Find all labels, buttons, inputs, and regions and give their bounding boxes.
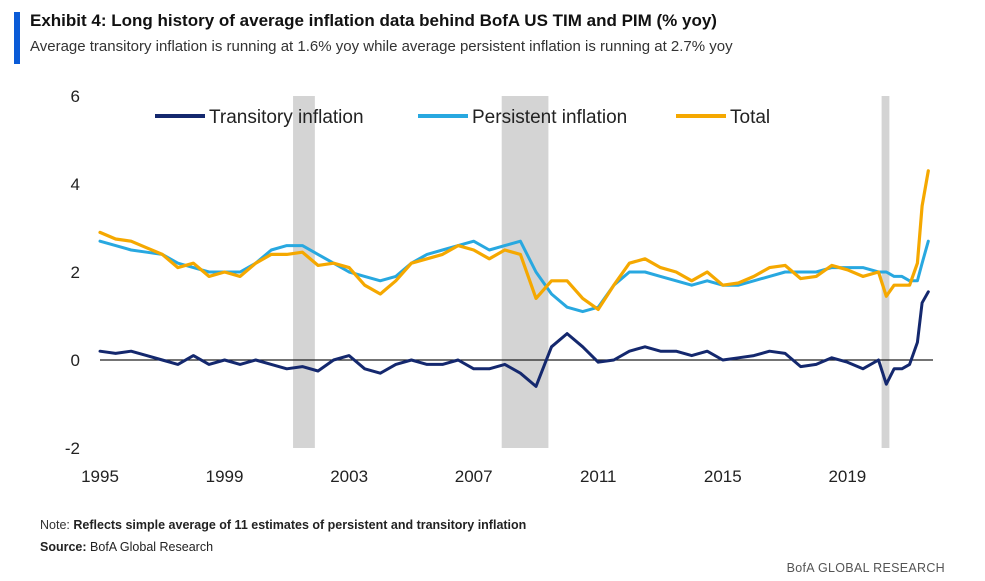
y-tick-label: -2 [65, 439, 80, 458]
y-tick-label: 6 [71, 87, 80, 106]
x-tick-label: 1995 [81, 467, 119, 486]
legend-label-2: Total [730, 107, 770, 128]
line-chart: 6 4 2 0 -2 1995 1999 2003 2007 2011 2015 2019 Tran… [65, 87, 933, 486]
footnote: Note: Reflects simple average of 11 esti… [40, 518, 526, 532]
y-axis-ticks: 6 4 2 0 -2 [65, 87, 80, 458]
note-label: Note: [40, 518, 70, 532]
x-tick-label: 1999 [206, 467, 244, 486]
recession-band-0 [293, 96, 315, 448]
series-line-2 [98, 169, 930, 311]
x-tick-label: 2015 [704, 467, 742, 486]
series-lines [98, 169, 930, 388]
y-tick-label: 4 [71, 175, 80, 194]
legend: Transitory inflation Persistent inflation… [155, 107, 770, 128]
legend-label-1: Persistent inflation [472, 107, 627, 128]
y-tick-label: 2 [71, 263, 80, 282]
legend-label-0: Transitory inflation [209, 107, 364, 128]
title-accent-bar [14, 12, 20, 64]
y-tick-label: 0 [71, 351, 80, 370]
source-text: BofA Global Research [90, 540, 214, 554]
source-line: Source: BofA Global Research [40, 540, 213, 554]
x-tick-label: 2011 [580, 467, 617, 486]
chart-subtitle: Average transitory inflation is running … [30, 38, 733, 55]
chart-title: Exhibit 4: Long history of average infla… [30, 11, 717, 30]
note-text: Reflects simple average of 11 estimates … [73, 518, 527, 532]
source-label: Source: [40, 540, 87, 554]
x-tick-label: 2003 [330, 467, 368, 486]
x-tick-label: 2007 [455, 467, 493, 486]
x-tick-label: 2019 [828, 467, 866, 486]
x-axis-ticks: 1995 1999 2003 2007 2011 2015 2019 [81, 467, 866, 486]
brand-footer: BofA GLOBAL RESEARCH [786, 561, 945, 575]
series-line-0 [98, 290, 930, 388]
